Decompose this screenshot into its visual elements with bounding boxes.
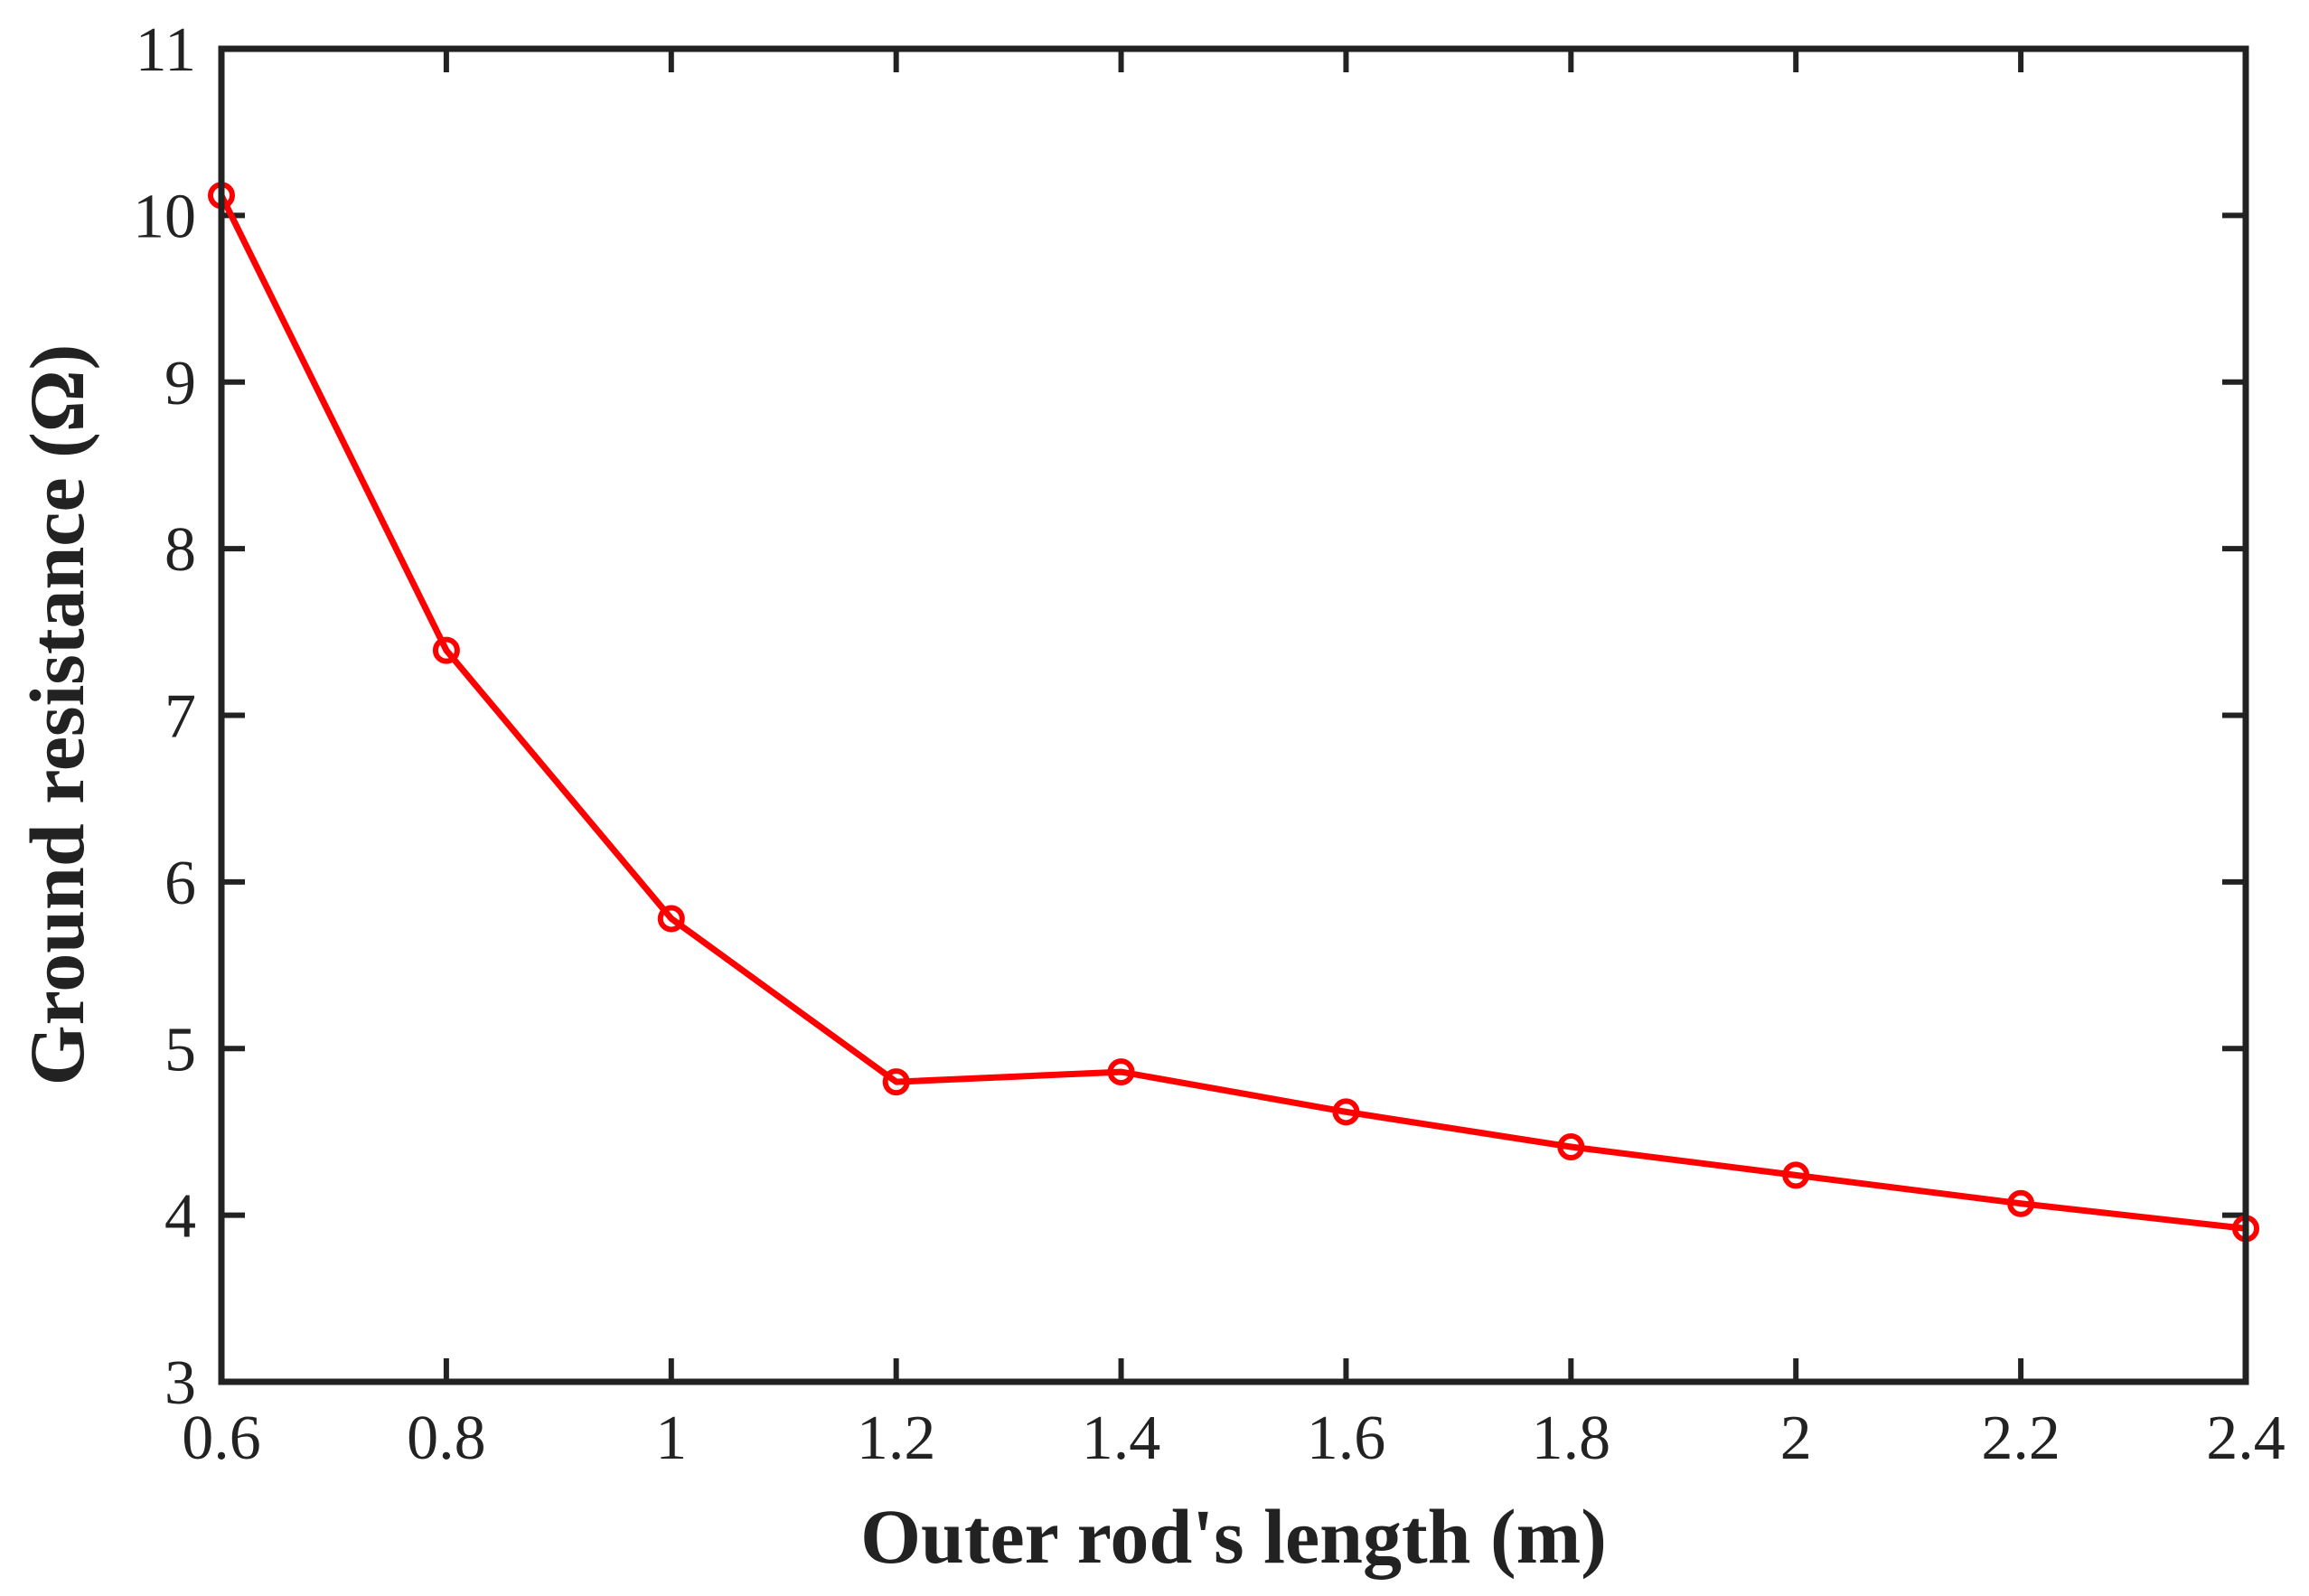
x-tick-label: 1 <box>655 1404 687 1473</box>
y-tick-label: 8 <box>164 515 196 585</box>
x-tick-label: 2.2 <box>1981 1404 2060 1473</box>
y-tick-label: 5 <box>164 1015 196 1084</box>
axis-ticks <box>219 46 2248 1385</box>
series-layer <box>208 182 2259 1243</box>
data-point-marker <box>1782 1161 1810 1189</box>
y-tick-label: 3 <box>164 1348 196 1418</box>
plot-frame <box>218 45 2249 1385</box>
x-tick-label: 0.6 <box>182 1404 261 1473</box>
x-tick-label: 2.4 <box>2206 1404 2286 1473</box>
y-tick-label: 4 <box>164 1182 196 1252</box>
x-tick-label: 2 <box>1780 1404 1812 1473</box>
y-tick-label: 11 <box>136 15 196 85</box>
x-axis-title: Outer rod's length (m) <box>860 1493 1607 1580</box>
x-tick-label: 1.2 <box>857 1404 936 1473</box>
data-point-marker <box>882 1068 910 1096</box>
y-tick-label: 6 <box>164 849 196 918</box>
x-tick-label: 1.6 <box>1307 1404 1386 1473</box>
data-point-marker <box>1557 1133 1585 1161</box>
data-point-marker <box>1107 1058 1135 1086</box>
y-tick-label: 10 <box>133 182 196 251</box>
x-tick-label: 1.4 <box>1082 1404 1161 1473</box>
y-tick-label: 9 <box>164 349 196 418</box>
x-tick-label: 1.8 <box>1532 1404 1611 1473</box>
series-line <box>218 192 2249 1232</box>
y-axis-title: Ground resistance (Ω) <box>14 344 100 1086</box>
x-tick-label: 0.8 <box>407 1404 486 1473</box>
data-point-marker <box>432 636 460 664</box>
data-point-marker <box>1332 1098 1360 1126</box>
tick-labels: 0.6 0.8 1 1.2 1.4 1.6 1.8 2 2.2 2.4 3 4 5 6 7 8 9 10 11 <box>133 15 2286 1473</box>
y-tick-label: 7 <box>164 682 196 752</box>
data-point-marker <box>2007 1189 2035 1217</box>
data-point-marker <box>657 905 685 933</box>
